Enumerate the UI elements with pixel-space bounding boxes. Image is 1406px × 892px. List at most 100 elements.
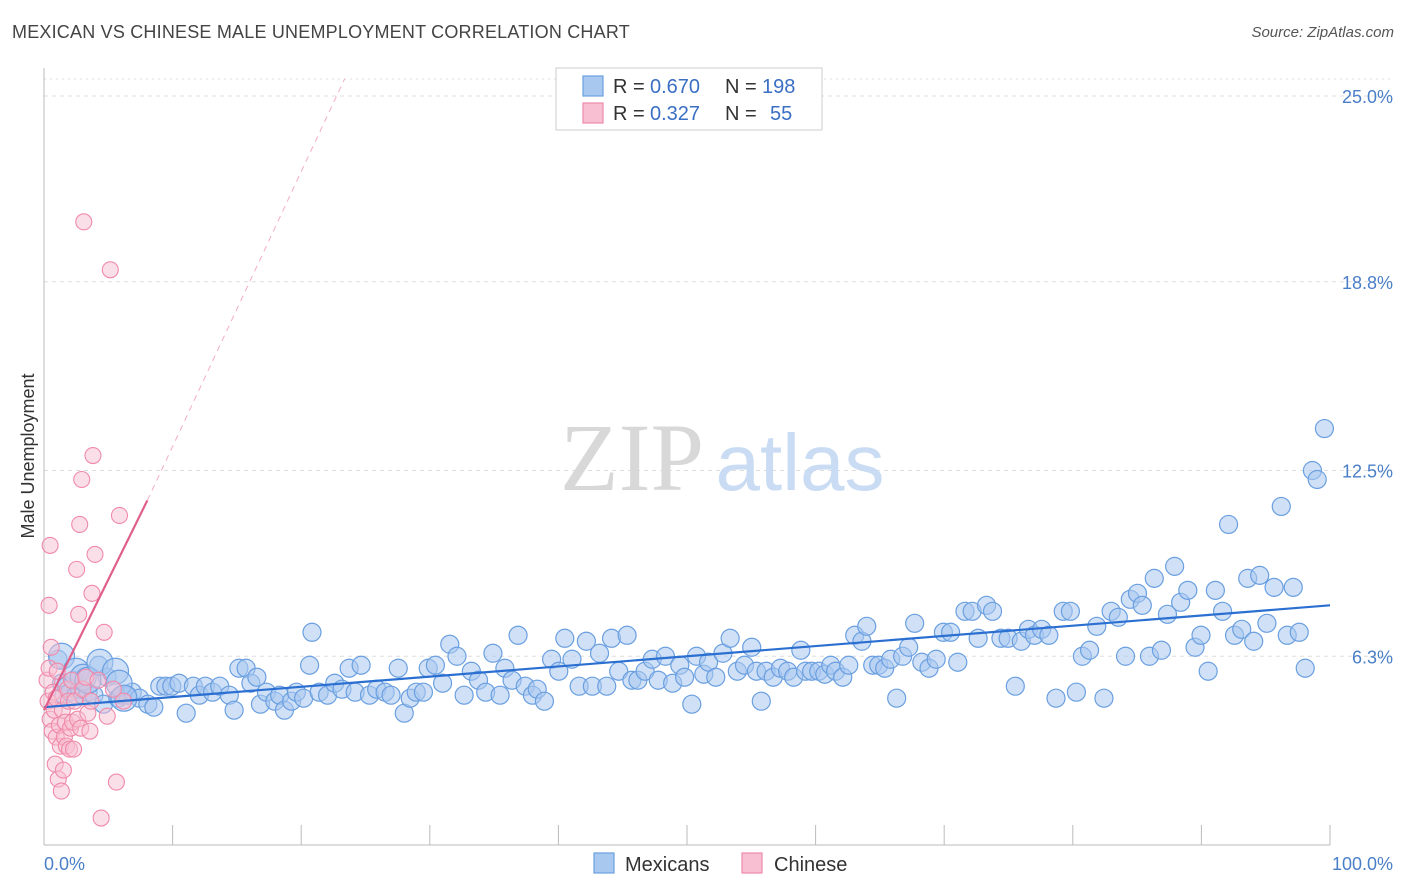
chinese-point [65,740,83,758]
chinese-point [101,261,119,279]
watermark-zip: ZIP [560,404,704,511]
chinese-point [52,782,70,800]
mexicans-point [1144,568,1164,588]
chinese-point [89,671,107,689]
trend-lines [43,78,1331,711]
mexicans-point [948,652,968,672]
chinese-point [110,506,129,524]
mexicans-point [1132,595,1152,615]
mexicans-point [926,649,946,669]
bottom-legend-label-chinese: Chinese [774,854,847,876]
mexicans-point [144,697,164,717]
chinese-point [40,596,58,614]
mexicans-point [562,649,582,669]
chinese-point [92,809,110,827]
chinese-point [84,446,102,465]
mexicans-point [1307,469,1327,490]
legend-swatch-mexicans [582,75,604,97]
mexicans-point [899,637,919,657]
source-label: Source: ZipAtlas.com [1251,24,1394,41]
chinese-point [83,584,101,602]
bottom-legend-swatch-chinese [741,852,763,874]
legend-r-value-mexicans: 0.670 [650,76,700,98]
legend-swatch-chinese [582,102,604,124]
mexicans-trend-line [43,604,1331,709]
mexicans-point [1178,580,1198,600]
bottom-legend-label-mexicans: Mexicans [625,854,709,876]
chinese-point [98,707,116,725]
chinese-points [38,213,133,827]
mexicans-point [1232,619,1252,639]
bottom-legend: Mexicans Chinese [593,852,847,876]
mexicans-point [490,685,510,705]
mexicans-point [247,667,267,687]
x-tick-label-max: 100.0% [1332,854,1393,874]
mexicans-point [534,691,555,711]
mexicans-point [432,673,453,693]
chinese-trend-line [43,499,149,711]
chinese-point [82,692,100,710]
mexicans-point [720,628,740,648]
mexicans-point [905,613,925,633]
mexicans-point [1079,640,1100,660]
mexicans-point [742,637,762,657]
mexicans-point [1295,658,1315,678]
mexicans-point [224,700,244,720]
mexicans-point [1244,631,1264,651]
chinese-point [71,515,89,533]
mexicans-point [682,694,702,714]
mexicans-point [982,601,1003,621]
mexicans-point [1250,565,1270,585]
mexicans-point [857,616,877,636]
mexicans-point [940,622,961,642]
chinese-point [86,545,104,563]
watermark: ZIP atlas [560,404,884,511]
y-tick-label: 25.0% [1342,87,1393,107]
y-tick-label: 6.3% [1352,647,1393,667]
mexicans-point [351,655,371,675]
mexicans-point [454,685,474,705]
grid-lines [44,78,1392,657]
tick-labels: 6.3% 12.5% 18.8% 25.0% 0.0% 100.0% [44,87,1393,874]
x-tick-label-min: 0.0% [44,854,85,874]
legend-r-label-chinese: R = [613,103,645,125]
mexicans-point [1094,688,1114,708]
mexicans-point [425,655,445,675]
chinese-point [70,605,88,623]
mexicans-point [1257,613,1277,633]
chinese-point [107,773,125,791]
legend-r-label-mexicans: R = [613,76,645,98]
mexicans-point [1087,616,1107,636]
mexicans-point [555,628,575,648]
chinese-point [54,761,72,779]
bottom-legend-swatch-mexicans [593,852,615,874]
mexicans-point [601,628,622,648]
chinese-point [95,623,113,641]
mexicans-point [1218,514,1239,535]
mexicans-points [47,418,1335,723]
mexicans-point [1039,625,1059,645]
legend-n-label-chinese: N = [725,103,757,125]
chart-title: MEXICAN VS CHINESE MALE UNEMPLOYMENT COR… [12,22,630,42]
mexicans-point [1314,418,1335,439]
mexicans-point [176,703,196,723]
chinese-point [68,560,86,578]
chinese-point [81,722,99,740]
mexicans-point [1271,496,1291,517]
mexicans-point [1205,580,1225,600]
chinese-point [42,638,60,656]
legend: R = 0.670 N = 198 R = 0.327 N = 55 [555,67,823,131]
mexicans-point [1198,661,1218,681]
mexicans-point [1165,556,1185,576]
chinese-trend-extension [146,78,346,501]
mexicans-point [751,691,771,711]
chinese-point [104,680,122,698]
mexicans-point [617,625,637,645]
y-tick-label: 12.5% [1342,462,1393,482]
mexicans-point [508,625,528,645]
legend-n-value-mexicans: 198 [762,76,795,98]
mexicans-point [1060,601,1081,621]
mexicans-point [576,631,596,651]
mexicans-point [413,682,434,702]
mexicans-point [381,685,401,705]
